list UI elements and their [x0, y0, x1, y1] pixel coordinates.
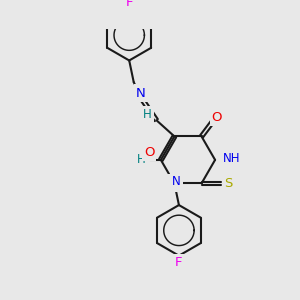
- Text: F: F: [175, 256, 183, 269]
- Text: H: H: [143, 108, 152, 121]
- Text: O: O: [212, 111, 222, 124]
- Text: N: N: [168, 176, 178, 189]
- Text: N: N: [170, 177, 179, 190]
- Text: N: N: [172, 175, 181, 188]
- Text: H: H: [136, 153, 145, 167]
- Text: N: N: [136, 86, 146, 100]
- Text: O: O: [144, 146, 154, 159]
- Text: F: F: [125, 0, 133, 9]
- Text: NH: NH: [223, 152, 241, 165]
- Text: S: S: [224, 177, 233, 190]
